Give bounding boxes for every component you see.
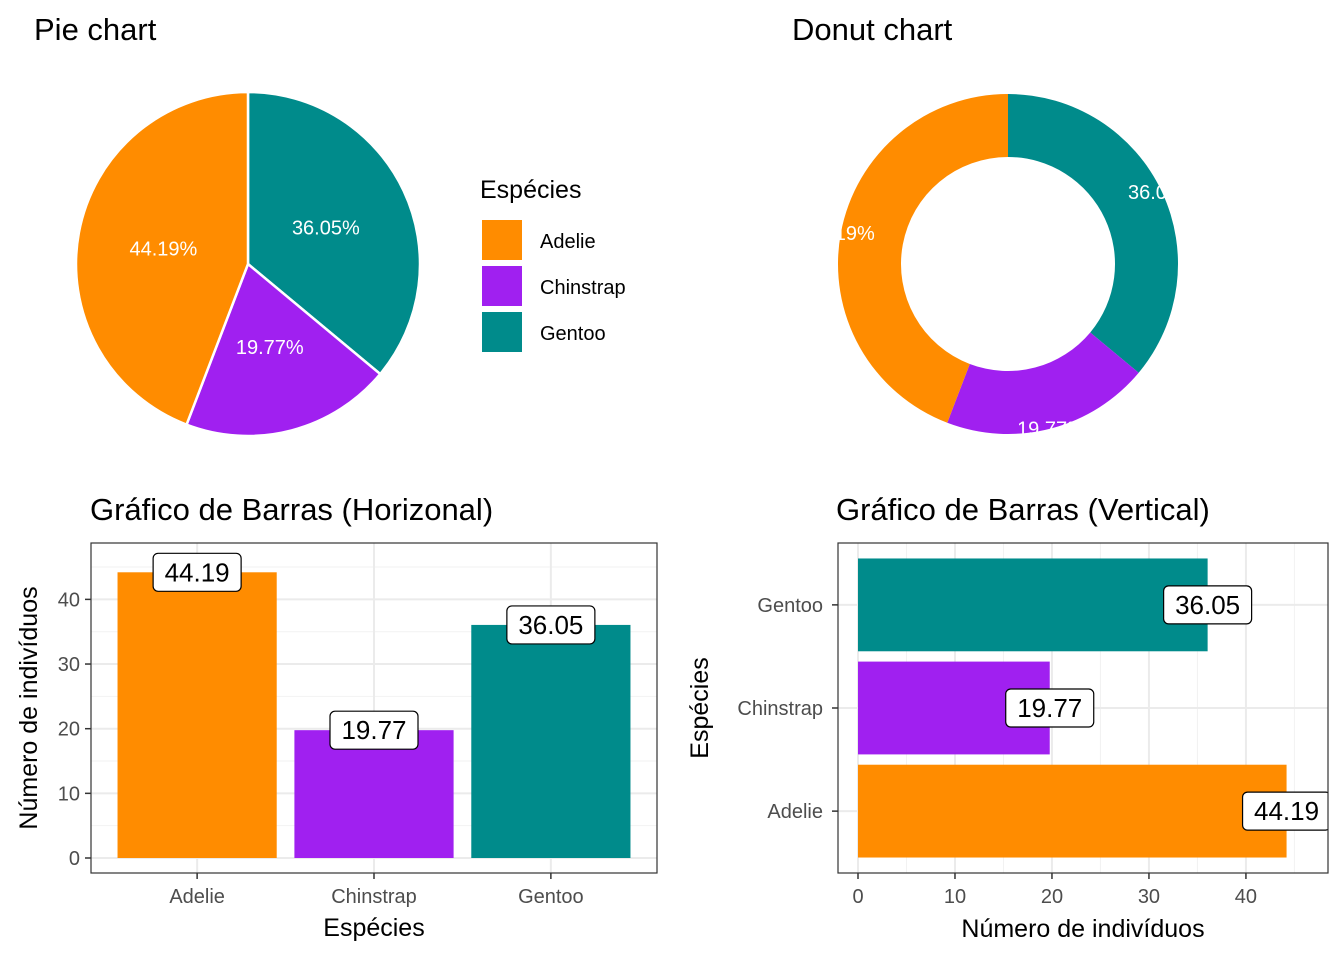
donut-slice-chinstrap <box>947 332 1139 435</box>
barh-x-tick-label: 40 <box>1235 886 1257 908</box>
barv-x-tick-label-chinstrap: Chinstrap <box>331 886 417 908</box>
donut-slices <box>837 94 1179 435</box>
donut-slice-gentoo <box>1008 94 1179 373</box>
barv-data-labels: 44.19 19.77 36.05 <box>152 552 596 750</box>
barv-data-label-gentoo: 36.05 <box>506 605 596 645</box>
legend-label-adelie: Adelie <box>540 231 596 253</box>
barv-data-label-box <box>506 605 596 645</box>
barh-x-tick-label: 10 <box>944 886 966 908</box>
barv-y-tick-label: 10 <box>58 783 80 805</box>
pie-chart-panel: Pie chart 36.05% 19.77% 44.19% Espécies Ad… <box>34 12 626 438</box>
pie-labels: 36.05% 19.77% 44.19% <box>130 217 360 359</box>
barh-bar-adelie <box>858 764 1287 858</box>
pie-label-chinstrap: 19.77% <box>236 337 304 359</box>
barh-bar-gentoo <box>858 558 1208 652</box>
pie-legend: Espécies Adelie Chinstrap Gentoo <box>480 176 626 352</box>
barv-bar-adelie <box>117 572 277 858</box>
barh-data-label-chinstrap: 19.77 <box>1005 688 1095 728</box>
barv-bar-chinstrap <box>294 730 454 858</box>
barv-x-tick-label-adelie: Adelie <box>169 886 225 908</box>
barv-bar-gentoo <box>471 624 631 858</box>
barv-y-tick-label: 0 <box>69 848 80 870</box>
barv-data-label-text: 36.05 <box>518 610 583 640</box>
barh-y-tick-label-chinstrap: Chinstrap <box>737 698 823 720</box>
pie-label-adelie: 44.19% <box>130 238 198 260</box>
barh-data-label-text: 19.77 <box>1017 693 1082 723</box>
donut-labels: 36.05% 19.77% 44.19% <box>807 182 1196 441</box>
bar-chart-vertical-panel: Gráfico de Barras (Horizonal) 44.19 19.77… <box>15 492 658 942</box>
barv-axes: 0 10 20 30 40 Adelie Chinstrap Gentoo <box>58 589 584 908</box>
barh-data-label-box <box>1241 791 1328 831</box>
barv-y-axis-title: Número de indivíduos <box>15 586 43 829</box>
barh-y-tick-label-adelie: Adelie <box>767 801 823 823</box>
barv-data-label-box <box>329 710 419 750</box>
barh-data-label-adelie: 44.19 <box>1241 791 1328 831</box>
barh-data-label-gentoo: 36.05 <box>1163 585 1253 625</box>
barv-y-tick-label: 40 <box>58 589 80 611</box>
bar-chart-horizontal-panel: Gráfico de Barras (Vertical) 44.19 19.77 3… <box>686 492 1329 943</box>
barh-x-tick-label: 20 <box>1041 886 1063 908</box>
barh-x-tick-label: 0 <box>852 886 863 908</box>
barv-y-tick-label: 20 <box>58 719 80 741</box>
barh-x-axis-title: Número de indivíduos <box>961 915 1204 943</box>
barv-data-label-box <box>152 552 242 592</box>
barv-bars <box>117 572 631 858</box>
barh-title: Gráfico de Barras (Vertical) <box>836 492 1210 527</box>
pie-slices <box>74 90 422 438</box>
barh-data-label-box <box>1163 585 1253 625</box>
legend-label-gentoo: Gentoo <box>540 323 606 345</box>
donut-slice-adelie <box>837 94 1008 423</box>
donut-chart-title: Donut chart <box>792 12 953 47</box>
barh-x-tick-label: 30 <box>1138 886 1160 908</box>
barh-data-label-text: 36.05 <box>1175 590 1240 620</box>
legend-label-chinstrap: Chinstrap <box>540 277 626 299</box>
barv-data-label-chinstrap: 19.77 <box>329 710 419 750</box>
donut-chart-panel: Donut chart 36.05% 19.77% 44.19% <box>792 12 1196 440</box>
pie-slice-gentoo <box>246 90 422 376</box>
barv-x-tick-label-gentoo: Gentoo <box>518 886 584 908</box>
legend-key-adelie <box>482 220 522 260</box>
donut-label-chinstrap: 19.77% <box>1017 418 1085 440</box>
barh-axes: 0 10 20 30 40 Adelie Chinstrap Gentoo <box>737 595 1257 908</box>
barh-y-axis-title: Espécies <box>686 657 714 758</box>
barv-x-axis-title: Espécies <box>323 914 424 942</box>
barv-data-label-text: 44.19 <box>165 557 230 587</box>
pie-chart-title: Pie chart <box>34 12 157 47</box>
donut-label-gentoo: 36.05% <box>1128 182 1196 204</box>
barv-data-label-text: 19.77 <box>341 715 406 745</box>
barh-data-label-text: 44.19 <box>1254 796 1319 826</box>
barv-y-tick-label: 30 <box>58 654 80 676</box>
pie-label-gentoo: 36.05% <box>292 217 360 239</box>
barv-data-label-adelie: 44.19 <box>152 552 242 592</box>
donut-label-adelie: 44.19% <box>807 223 875 245</box>
legend-key-gentoo <box>482 312 522 352</box>
barh-data-label-box <box>1005 688 1095 728</box>
barh-data-labels: 44.19 19.77 36.05 <box>1005 585 1328 831</box>
legend-key-chinstrap <box>482 266 522 306</box>
barh-bars <box>858 558 1287 858</box>
barh-y-tick-label-gentoo: Gentoo <box>757 595 823 617</box>
legend-title: Espécies <box>480 176 581 204</box>
pie-slice-adelie <box>74 90 250 427</box>
barv-title: Gráfico de Barras (Horizonal) <box>90 492 493 527</box>
pie-slice-chinstrap <box>184 261 382 438</box>
